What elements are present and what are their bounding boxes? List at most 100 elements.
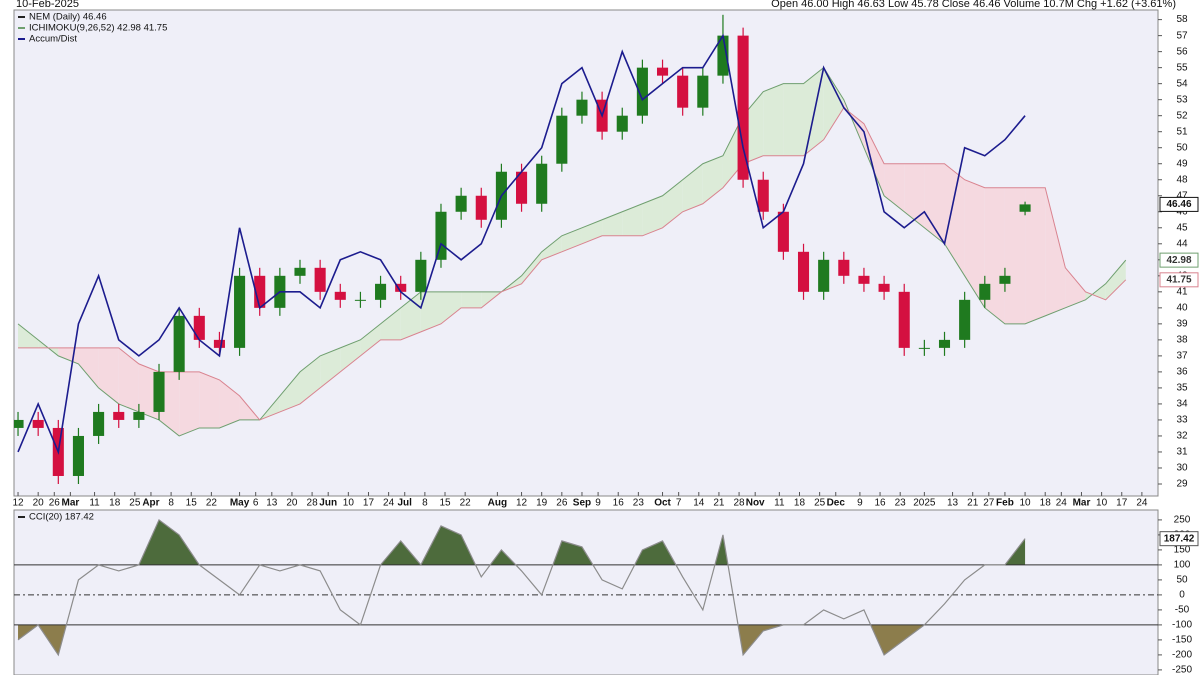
x-tick-label: 26 [49,498,61,509]
x-tick-label: 17 [1116,498,1128,509]
candle-body [173,315,185,372]
cloud-segment [199,371,220,428]
candle-body [113,411,125,420]
x-tick-label: 13 [266,498,278,509]
last-value-box [1159,252,1199,268]
x-tick-label: 16 [874,498,886,509]
candle-body [918,347,930,349]
x-tick-label: 13 [947,498,959,509]
cloud-segment [320,347,341,388]
x-tick-label: 16 [613,498,625,509]
y-tick-label: 250 [1174,515,1191,526]
date: 10-Feb-2025 [16,0,79,10]
y-tick-label: 33 [1176,415,1188,426]
x-tick-label: Apr [142,498,159,509]
cloud-segment [179,371,200,436]
last-value-box [1159,272,1199,288]
y-tick-label: 37 [1176,351,1188,362]
y-tick-label: 150 [1174,545,1191,556]
candle-body [193,315,205,340]
x-tick-label: 10 [1096,498,1108,509]
cloud-segment [622,203,643,236]
x-tick-label: 12 [12,498,24,509]
candle-body [133,411,145,420]
cloud-segment [904,163,925,228]
cloud-segment [924,163,945,244]
candle-body [979,283,991,300]
y-tick-label: -50 [1175,605,1190,616]
candle-body [32,419,44,428]
cloud-segment [1105,260,1126,300]
cloud-segment [521,251,542,284]
x-tick-label: 20 [33,498,45,509]
candle-body [334,291,346,300]
cloud-segment [823,67,844,140]
x-tick-label: 15 [439,498,451,509]
cloud-segment [763,83,784,156]
legend-label: CCI(20) 187.42 [29,512,94,523]
candle-body [213,339,225,348]
candle-body [536,163,548,204]
cloud-segment [360,323,381,356]
y-tick-label: 47 [1176,190,1188,201]
candle-body [72,435,84,476]
cloud-segment [984,187,1005,324]
cloud-segment [340,339,361,372]
y-tick-label: 0 [1179,590,1185,601]
cloud-segment [964,179,985,308]
candle-body [435,211,447,260]
x-tick-label: 25 [129,498,141,509]
candle-body [757,179,769,212]
y-tick-label: 56 [1176,46,1188,57]
last-value-box [1159,531,1199,547]
candle-body [858,275,870,284]
x-tick-label: Mar [61,498,79,509]
candle-body [677,75,689,108]
x-tick-label: 6 [253,498,259,509]
candle-body [737,35,749,180]
last-value-label: 187.42 [1164,533,1195,544]
candle-body [314,267,326,292]
candle-body [354,299,366,301]
y-tick-label: 30 [1176,463,1188,474]
candle-body [254,275,266,308]
x-tick-label: Jul [398,498,413,509]
candle-body [415,259,427,292]
cloud-segment [98,347,119,404]
candle-body [717,35,729,76]
x-tick-label: 18 [1040,498,1052,509]
y-tick-label: 40 [1176,302,1188,313]
cloud-segment [279,371,300,412]
x-tick-label: 9 [595,498,601,509]
y-tick-label: -200 [1172,650,1192,661]
candle-body [838,259,850,276]
cloud-segment [380,307,401,340]
cloud-segment [78,347,99,388]
x-tick-label: 28 [307,498,319,509]
x-tick-label: 28 [734,498,746,509]
x-tick-label: Aug [488,498,507,509]
legend-label: ICHIMOKU(9,26,52) 42.98 41.75 [29,23,167,34]
x-tick-label: 25 [814,498,826,509]
cloud-segment [18,323,39,348]
x-tick-label: Nov [746,498,765,509]
x-tick-label: 23 [633,498,645,509]
plot [14,14,1127,484]
x-tick-label: 21 [713,498,725,509]
candle-body [475,195,487,220]
y-tick-label: 51 [1176,126,1188,137]
x-tick-label: 24 [1136,498,1148,509]
y-tick-label: 34 [1176,399,1188,410]
x-tick-label: 24 [1056,498,1068,509]
y-tick-label: 50 [1176,142,1188,153]
candle-body [375,283,387,300]
y-tick-label: 31 [1176,447,1188,458]
candle-body [656,67,669,76]
quote: Open 46.00 High 46.63 Low 45.78 Close 46… [771,0,1176,10]
x-tick-label: Dec [827,498,846,509]
candle-body [153,371,165,412]
x-tick-label: 18 [109,498,121,509]
candle-body [636,67,648,116]
